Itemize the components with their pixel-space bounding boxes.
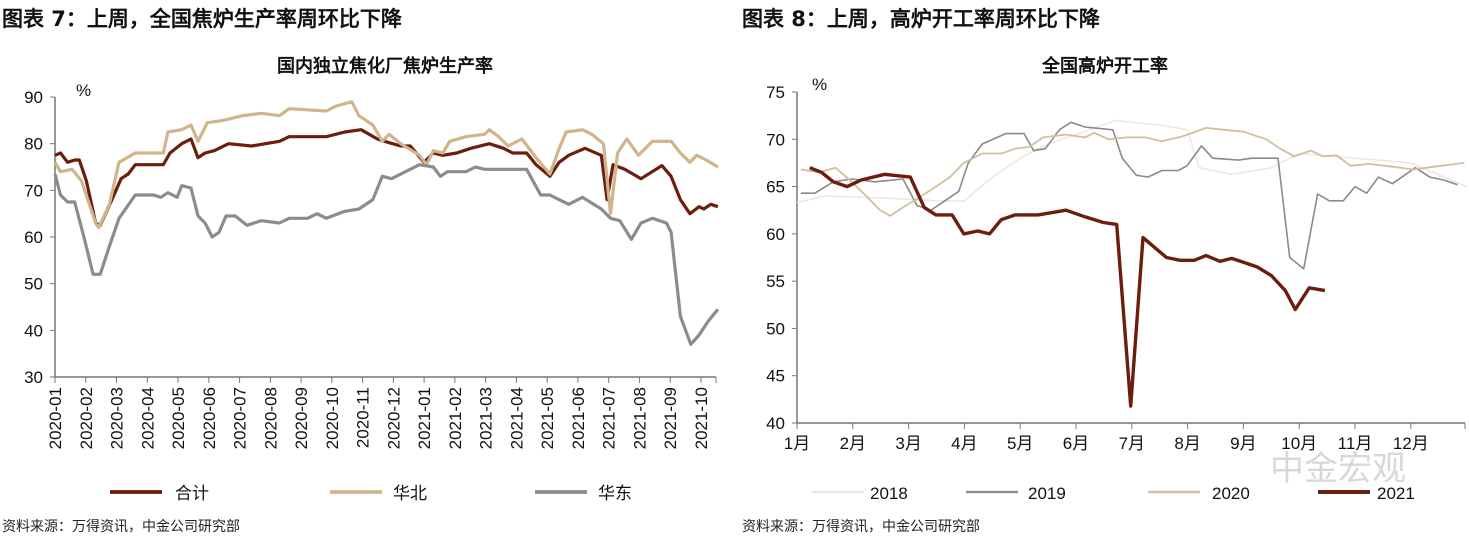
left-legend-label: 华东 — [598, 484, 632, 503]
right-chart: 40 45 50 55 60 65 70 75 1月 2月 3月 4月 5月 6月 7月 8月 9月 10月 11月… — [766, 83, 1467, 503]
right-y-tick-label: 45 — [766, 367, 785, 386]
left-x-tick-label: 2021-08 — [630, 387, 649, 449]
left-x-tick-label: 2020-10 — [323, 387, 342, 449]
right-series-2018 — [796, 119, 1467, 204]
right-x-tick-label: 4月 — [951, 434, 977, 453]
left-x-tick-label: 2020-03 — [108, 387, 127, 449]
left-x-tick-label: 2020-05 — [169, 387, 188, 449]
left-x-tick-label: 2020-02 — [77, 387, 96, 449]
right-legend-label: 2018 — [870, 484, 908, 503]
left-x-tick-label: 2021-06 — [569, 387, 588, 449]
right-x-tick-label: 9月 — [1230, 434, 1256, 453]
right-y-tick-label: 70 — [766, 130, 785, 149]
right-x-tick-label: 1月 — [784, 434, 810, 453]
right-y-tick-label: 55 — [766, 272, 785, 291]
right-y-tick-label: 60 — [766, 225, 785, 244]
left-chart-title: 国内独立焦化厂焦炉生产率 — [277, 55, 493, 77]
right-x-tick-label: 12月 — [1393, 434, 1429, 453]
left-x-tick-label: 2021-01 — [415, 387, 434, 449]
right-x-tick-label: 2月 — [840, 434, 866, 453]
right-x-tick-label: 3月 — [895, 434, 921, 453]
left-y-tick-label: 70 — [24, 181, 43, 200]
right-y-unit: % — [812, 75, 827, 94]
left-x-tick-label: 2020-01 — [46, 387, 65, 449]
left-x-tick-label: 2021-03 — [477, 387, 496, 449]
right-y-tick-label: 50 — [766, 319, 785, 338]
right-x-tick-label: 6月 — [1063, 434, 1089, 453]
left-x-tick-label: 2020-12 — [384, 387, 403, 449]
left-y-tick-label: 40 — [24, 321, 43, 340]
right-legend-label: 2021 — [1377, 484, 1415, 503]
left-y-unit: % — [76, 81, 91, 100]
left-series-华东 — [53, 163, 720, 346]
left-y-tick-label: 80 — [24, 135, 43, 154]
left-legend-label: 华北 — [393, 484, 427, 503]
right-chart-title: 全国高炉开工率 — [1041, 55, 1168, 77]
right-x-tick-label: 11月 — [1338, 434, 1373, 453]
left-y-tick-label: 90 — [24, 88, 43, 107]
left-x-tick-label: 2020-09 — [292, 387, 311, 449]
left-chart: 30 40 50 60 70 80 90 2020-01 2020-02 2020-03 2020-… — [24, 88, 720, 503]
watermark-logo: 中金宏观 — [1270, 449, 1406, 489]
left-y-tick-label: 60 — [24, 228, 43, 247]
left-x-tick-label: 2021-05 — [538, 387, 557, 449]
right-source-note: 资料来源：万得资讯，中金公司研究部 — [742, 518, 980, 535]
right-x-tick-label: 8月 — [1174, 434, 1200, 453]
right-x-tick-label: 7月 — [1119, 434, 1145, 453]
left-x-tick-label: 2020-11 — [354, 387, 373, 448]
left-x-tick-label: 2021-10 — [692, 387, 711, 449]
left-y-tick-label: 50 — [24, 275, 43, 294]
right-legend-label: 2019 — [1028, 484, 1066, 503]
right-x-tick-label: 5月 — [1007, 434, 1033, 453]
left-x-tick-label: 2020-08 — [261, 387, 280, 449]
left-figure-title: 图表 7：上周，全国焦炉生产率周环比下降 — [2, 7, 403, 31]
left-x-tick-label: 2021-07 — [600, 387, 619, 449]
right-y-tick-label: 40 — [766, 414, 785, 433]
left-x-tick-label: 2020-04 — [138, 387, 157, 449]
left-series-合计 — [54, 128, 719, 227]
left-source-note: 资料来源：万得资讯，中金公司研究部 — [2, 518, 240, 535]
left-legend-label: 合计 — [175, 484, 209, 503]
right-legend-label: 2020 — [1212, 484, 1250, 503]
right-series-2020 — [800, 127, 1465, 217]
right-figure-title: 图表 8：上周，高炉开工率周环比下降 — [742, 7, 1101, 31]
left-y-tick-label: 30 — [24, 368, 43, 387]
right-series-2019 — [800, 121, 1458, 270]
right-series-2021 — [809, 166, 1326, 408]
left-x-tick-label: 2021-02 — [446, 387, 465, 449]
left-x-tick-label: 2021-09 — [661, 387, 680, 449]
left-x-tick-label: 2020-06 — [200, 387, 219, 449]
left-x-tick-label: 2021-04 — [507, 387, 526, 449]
right-y-tick-label: 75 — [766, 83, 785, 102]
left-x-tick-label: 2020-07 — [231, 387, 250, 449]
right-y-tick-label: 65 — [766, 178, 785, 197]
left-series-华北 — [53, 100, 719, 230]
right-x-tick-label: 10月 — [1281, 434, 1317, 453]
